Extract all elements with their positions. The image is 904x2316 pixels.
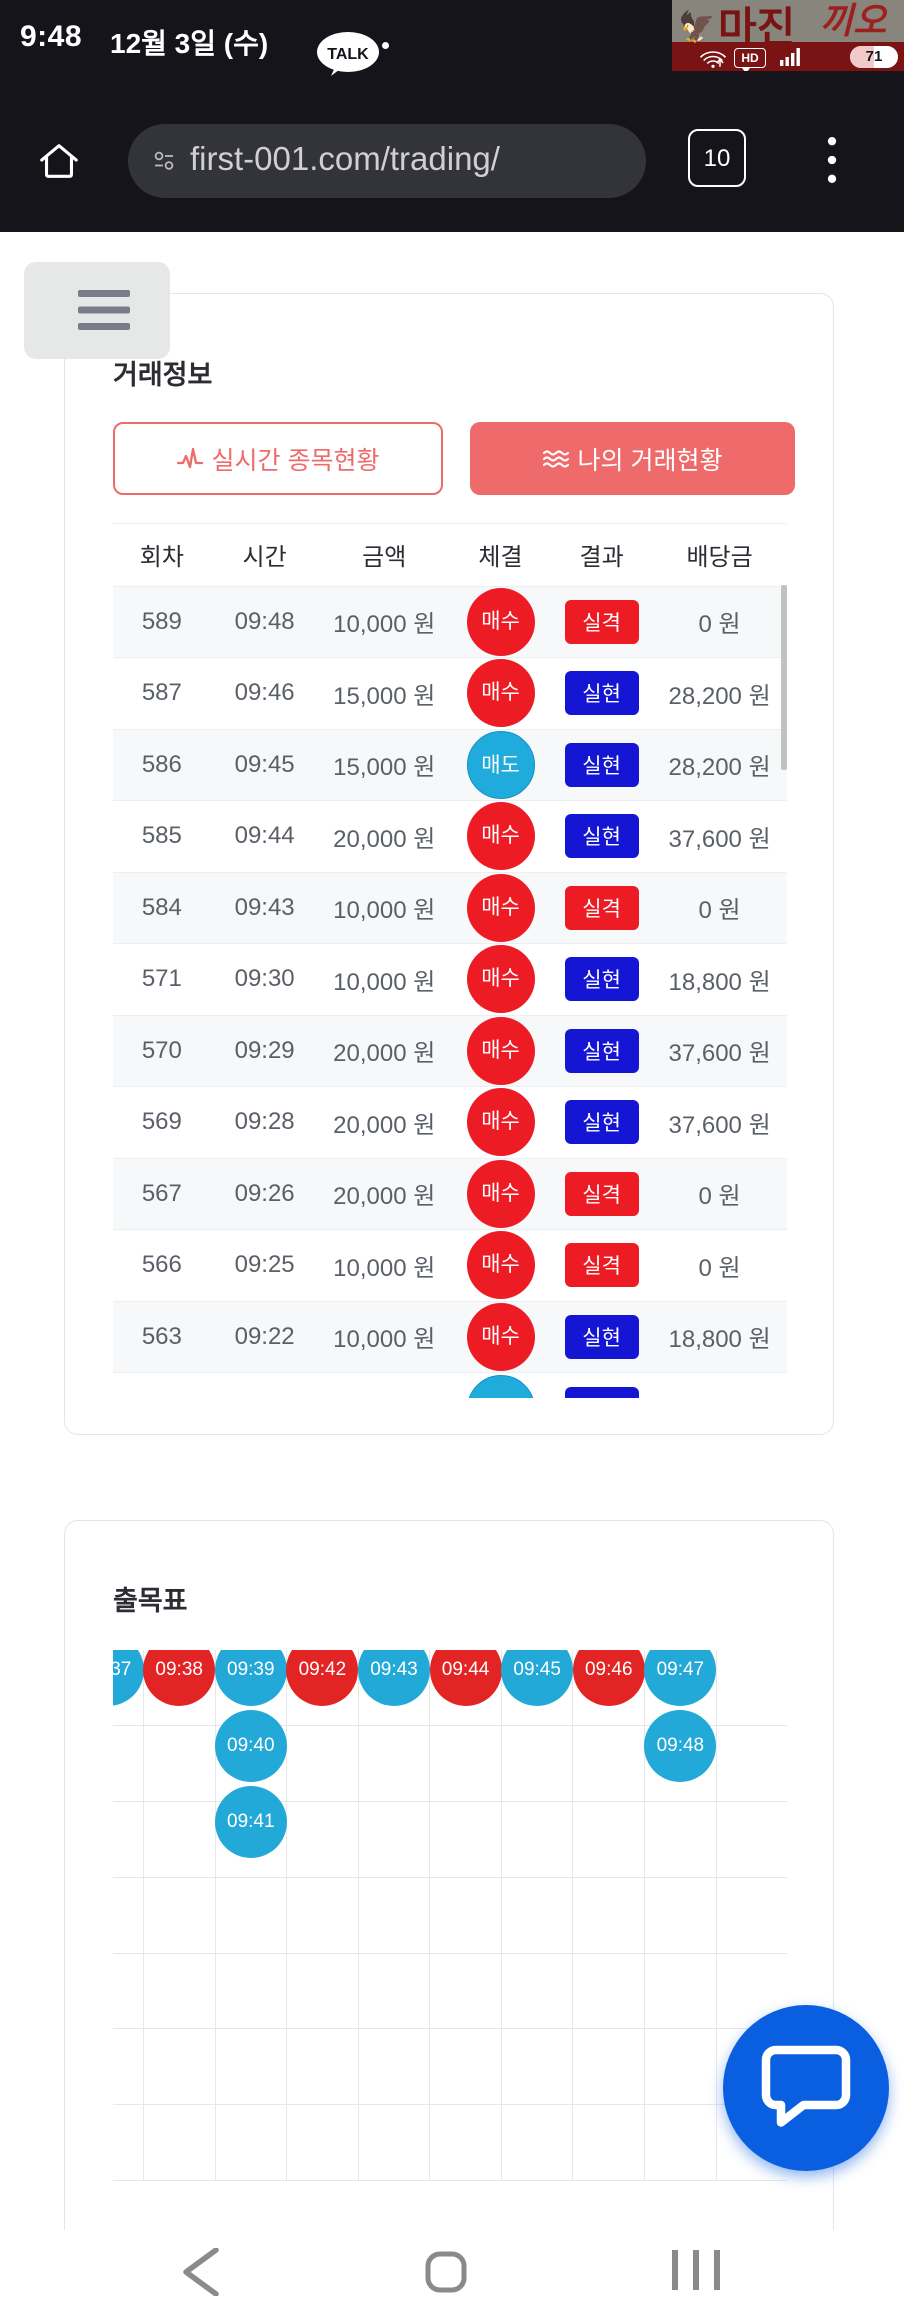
- svg-text:TALK: TALK: [327, 46, 369, 63]
